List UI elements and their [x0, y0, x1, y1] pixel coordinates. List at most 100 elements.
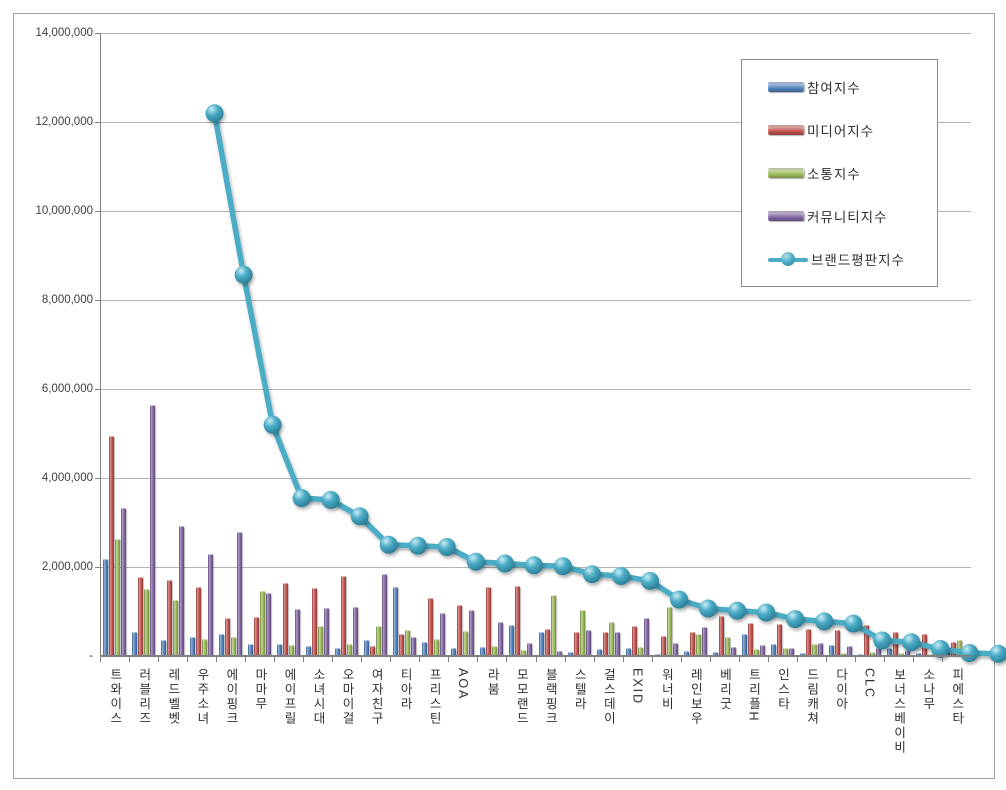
bar	[863, 624, 869, 656]
bar	[747, 622, 753, 656]
gridline	[100, 121, 971, 123]
legend-item-label: 브랜드평판지수	[811, 252, 905, 268]
x-axis-label: 다이아	[833, 668, 848, 712]
bar	[596, 649, 602, 656]
bar	[782, 648, 788, 656]
x-axis-tick	[709, 657, 711, 662]
legend-item: 커뮤니티지수	[768, 206, 937, 226]
x-axis-tick	[883, 657, 885, 662]
bar	[712, 651, 718, 656]
bar	[875, 648, 881, 656]
bar	[405, 630, 411, 656]
bar	[695, 633, 701, 656]
bar	[190, 636, 196, 656]
bar	[248, 643, 254, 656]
x-axis-tick	[796, 657, 798, 662]
bar	[231, 636, 237, 656]
line-marker	[292, 489, 311, 508]
x-axis-tick	[651, 657, 653, 662]
bar	[109, 436, 115, 656]
x-axis-label: 오마이걸	[340, 668, 355, 726]
x-axis-label: 프리스틴	[427, 668, 442, 726]
bar	[799, 652, 805, 656]
legend-item: 참여지수	[768, 77, 937, 97]
bar	[219, 634, 225, 656]
bar	[915, 652, 921, 656]
x-axis-label: 드림캐쳐	[804, 668, 819, 726]
line-marker	[524, 556, 543, 575]
x-axis-label: 소나무	[920, 668, 935, 712]
line-marker	[263, 415, 282, 434]
line-marker	[205, 104, 224, 123]
line-marker	[350, 507, 369, 526]
gridline	[100, 210, 971, 212]
bar	[121, 507, 127, 656]
x-axis-tick	[477, 657, 479, 662]
bar	[161, 640, 167, 656]
bar	[759, 644, 765, 656]
bar	[382, 574, 388, 656]
line-marker	[553, 557, 572, 576]
line-marker	[612, 567, 630, 585]
y-axis-tick	[95, 478, 100, 479]
bar	[573, 631, 579, 656]
bar	[730, 647, 736, 656]
bar	[544, 628, 550, 656]
y-axis-label: 14,000,000	[35, 27, 93, 39]
line-marker	[786, 610, 805, 629]
bar	[608, 621, 614, 656]
bar	[132, 631, 138, 656]
line-marker	[408, 536, 427, 555]
line-marker	[699, 599, 718, 618]
bar	[753, 649, 759, 656]
gridline	[100, 32, 971, 34]
x-axis-label: 에이프릴	[281, 668, 296, 726]
line-marker	[466, 552, 485, 571]
bar	[312, 588, 318, 656]
x-axis-label: 피에스타	[949, 668, 964, 726]
y-axis-tick	[95, 211, 100, 212]
x-axis-tick	[303, 657, 305, 662]
legend-item-label: 참여지수	[807, 81, 861, 97]
x-axis-label: 에이핑크	[223, 668, 238, 726]
x-axis-tick	[854, 657, 856, 662]
gridline	[100, 299, 971, 301]
x-axis-tick	[274, 657, 276, 662]
bar	[637, 646, 643, 656]
line-marker	[844, 614, 863, 633]
bar	[904, 650, 910, 656]
x-axis-label: 인스타	[775, 668, 790, 712]
x-axis-tick	[941, 657, 943, 662]
bar	[202, 639, 208, 656]
legend-bar-swatch-icon	[768, 125, 804, 136]
bar	[724, 636, 730, 656]
bar	[306, 645, 312, 656]
x-axis-tick	[245, 657, 247, 662]
x-axis-label: 러블리즈	[136, 668, 151, 726]
bar	[138, 576, 144, 656]
x-axis-line	[100, 655, 972, 657]
bar	[579, 609, 585, 656]
bar	[828, 644, 834, 656]
bar	[353, 606, 359, 656]
x-axis-tick	[622, 657, 624, 662]
legend-bar-swatch-icon	[768, 210, 804, 221]
bar	[347, 643, 353, 656]
bar	[556, 650, 562, 656]
bar	[341, 575, 347, 656]
bar	[492, 646, 498, 656]
bar	[840, 653, 846, 656]
bar	[173, 600, 179, 656]
bar	[654, 653, 660, 656]
line-marker	[670, 590, 689, 609]
x-axis-label: 티아라	[398, 668, 413, 712]
legend-item: 소통지수	[768, 163, 937, 183]
y-axis-label: 4,000,000	[41, 472, 93, 484]
bar	[550, 595, 556, 656]
gridline	[100, 388, 971, 390]
legend-item-label: 미디어지수	[807, 124, 875, 140]
x-axis-tick	[971, 657, 972, 662]
line-marker	[583, 565, 601, 584]
x-axis-label: 베리굿	[717, 668, 732, 712]
x-axis-tick	[216, 657, 218, 662]
